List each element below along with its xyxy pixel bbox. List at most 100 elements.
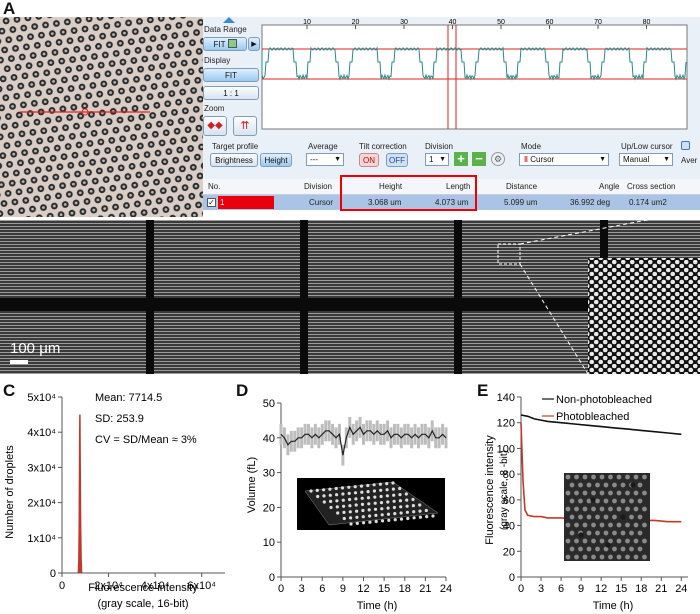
inset-droplet (373, 495, 377, 499)
inset-droplet (616, 522, 622, 528)
play-icon[interactable]: ▶ (248, 37, 260, 51)
chart-e-y-tick-label: 100 (497, 443, 515, 455)
mode-select[interactable]: ‖ Cursor ▼ (519, 153, 609, 166)
zoom-label: Zoom (204, 104, 225, 113)
inset-droplet (412, 516, 416, 520)
inset-droplet (347, 485, 351, 489)
chart-d-x-tick-label: 3 (299, 583, 305, 595)
droplet-micrograph-svg (0, 17, 203, 217)
inset-droplet (380, 507, 384, 511)
inset-droplet (378, 482, 382, 486)
inset-droplet (625, 522, 630, 528)
row-checkbox[interactable]: ✓ (207, 198, 216, 207)
inset-droplet (349, 522, 353, 526)
inset-droplet (361, 515, 365, 519)
table-row[interactable] (203, 195, 700, 210)
inset-droplet (637, 482, 643, 488)
inset-droplet (405, 504, 409, 508)
chart-e-y-tick-label: 20 (503, 546, 515, 558)
zoom-vertical-icon[interactable]: ◆◆ (203, 116, 227, 136)
data-range-fit-button[interactable]: FIT (203, 37, 247, 51)
inset-droplet (418, 515, 422, 519)
inset-droplet (379, 488, 383, 492)
chart-e-x-tick-label: 21 (655, 583, 667, 595)
panel-letter-a: A (3, 0, 16, 18)
chart-e-x-tick-label: 18 (635, 583, 647, 595)
zoom-expand-icon[interactable]: ⇈ (233, 116, 257, 136)
average-select[interactable]: --- ▼ (306, 153, 344, 166)
inset-droplet (329, 499, 333, 503)
up-low-cursor-select[interactable]: Manual ▼ (619, 153, 673, 166)
bleached-droplet (620, 514, 626, 520)
gear-icon[interactable]: ⚙ (491, 152, 505, 166)
inset-droplet (411, 504, 415, 508)
inset-droplet (637, 546, 643, 552)
inset-droplet (612, 530, 617, 536)
profile-tick-label: 80 (643, 19, 651, 26)
inset-droplet (633, 554, 639, 560)
remove-icon[interactable]: − (472, 152, 486, 166)
inset-droplet (565, 538, 571, 544)
inset-droplet (582, 522, 588, 528)
chart-d-inset-image (297, 478, 445, 530)
inset-droplet (565, 554, 571, 560)
ratio-button[interactable]: 1 : 1 (203, 86, 259, 100)
inset-droplet (360, 496, 364, 500)
inset-droplet (637, 530, 643, 536)
inset-droplet (574, 474, 579, 480)
display-fit-button[interactable]: FIT (203, 68, 259, 82)
inset-droplet (586, 482, 592, 488)
profile-tick-label: 30 (400, 19, 408, 26)
inset-droplet (393, 512, 397, 516)
inset-droplet (620, 530, 626, 536)
division-label: Division (425, 142, 454, 151)
profile-tick-label: 70 (594, 19, 602, 26)
inset-droplet (391, 487, 395, 491)
inset-droplet (608, 522, 613, 528)
inset-droplet (406, 516, 410, 521)
chart-c-axes (61, 397, 225, 574)
tilt-on-button[interactable]: ON (359, 153, 379, 167)
settings-small-icon[interactable] (681, 141, 690, 150)
inset-droplet (341, 492, 345, 496)
height-profile-plot: 10 20 30 40 50 60 70 80 (260, 17, 700, 135)
inset-droplet (599, 554, 605, 560)
mode-label: Mode (521, 142, 542, 151)
header-no: No. (208, 182, 221, 191)
inset-droplet (355, 521, 359, 525)
inset-droplet (418, 503, 422, 507)
up-low-cursor-value: Manual (623, 155, 650, 164)
division-select[interactable]: 1 ▼ (425, 153, 449, 166)
inset-droplet (405, 498, 409, 502)
chart-d-x-tick-label: 6 (319, 583, 325, 595)
cell-angle: 36.992 deg (570, 198, 611, 207)
data-range-label: Data Range (204, 25, 247, 34)
inset-droplet (366, 496, 371, 500)
inset-droplet (316, 494, 320, 499)
add-icon[interactable]: + (454, 152, 468, 166)
brightness-button[interactable]: Brightness (210, 153, 258, 167)
zoom-guide-top (519, 220, 650, 245)
inset-droplet (599, 506, 605, 512)
average-truncated-label: Aver (681, 156, 698, 165)
inset-droplet (629, 514, 634, 520)
droplet-micrograph (0, 17, 203, 217)
chart-d-volume-line (280, 425, 447, 456)
collapse-arrow-icon[interactable] (223, 17, 235, 23)
fit-label: FIT (213, 40, 226, 49)
inset-droplet (603, 514, 609, 520)
average-label: Average (308, 142, 338, 151)
chart-c-xlabel-line1: Fluorescence intensity (88, 582, 198, 594)
inset-droplet (642, 490, 647, 496)
inset-droplet (359, 484, 364, 488)
height-button[interactable]: Height (260, 153, 292, 167)
tilt-off-button[interactable]: OFF (386, 153, 408, 167)
header-angle: Angle (599, 182, 620, 191)
profile-tick-label: 40 (449, 19, 457, 26)
profile-tick-label: 10 (303, 19, 311, 26)
inset-droplet (385, 494, 389, 498)
zoom-guide-bottom (519, 263, 589, 374)
chevron-down-icon: ▼ (334, 156, 341, 163)
inset-droplet (569, 498, 575, 504)
inset-droplet (616, 474, 622, 480)
